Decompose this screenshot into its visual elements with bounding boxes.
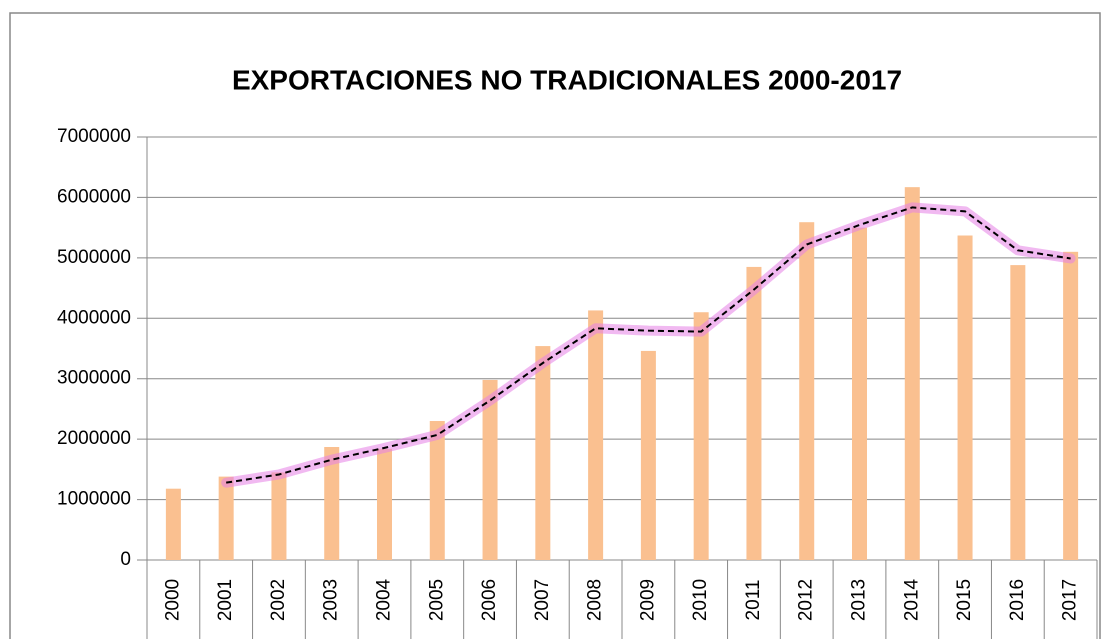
y-tick-label: 7000000 (57, 126, 131, 147)
bar (640, 350, 656, 560)
x-tick-label: 2003 (321, 579, 342, 621)
x-tick-label: 2009 (637, 579, 658, 621)
x-tick-label: 2006 (479, 579, 500, 621)
x-tick-label: 2002 (268, 579, 289, 621)
bar (957, 235, 973, 560)
y-tick-label: 2000000 (57, 428, 131, 449)
x-tick-label: 2013 (849, 579, 870, 621)
chart-border (9, 12, 1101, 639)
bar (324, 446, 340, 560)
y-tick-label: 3000000 (57, 368, 131, 389)
chart-title: EXPORTACIONES NO TRADICIONALES 2000-2017 (232, 64, 902, 95)
bar (535, 346, 551, 560)
x-tick-label: 2010 (690, 579, 711, 621)
y-tick-label: 5000000 (57, 247, 131, 268)
bar (218, 476, 234, 560)
x-tick-label: 2015 (954, 579, 975, 621)
bar (482, 379, 498, 560)
x-tick-label: 2014 (901, 578, 922, 621)
y-tick-label: 1000000 (57, 489, 131, 510)
bar (429, 421, 445, 560)
x-tick-label: 2005 (426, 579, 447, 621)
bar (746, 266, 762, 560)
bar (799, 222, 815, 560)
x-tick-label: 2011 (743, 580, 764, 621)
x-tick-label: 2007 (532, 579, 553, 621)
x-tick-label: 2008 (585, 579, 606, 621)
x-tick-label: 2016 (1007, 579, 1028, 621)
bar (588, 310, 604, 560)
y-tick-label: 6000000 (57, 186, 131, 207)
y-tick-label: 0 (120, 549, 131, 570)
trend-line (226, 206, 1071, 484)
bar (1010, 265, 1026, 560)
bar (271, 472, 287, 560)
bar (852, 227, 867, 560)
y-tick-label: 4000000 (57, 307, 131, 328)
x-tick-label: 2012 (796, 579, 817, 621)
x-tick-label: 2000 (162, 579, 183, 621)
bar (693, 312, 709, 560)
bar (904, 187, 920, 561)
bar (1063, 251, 1079, 561)
x-tick-label: 2001 (215, 579, 236, 621)
x-tick-label: 2017 (1060, 579, 1081, 621)
bar (377, 448, 392, 560)
bar (165, 488, 181, 560)
x-tick-label: 2004 (374, 578, 395, 621)
